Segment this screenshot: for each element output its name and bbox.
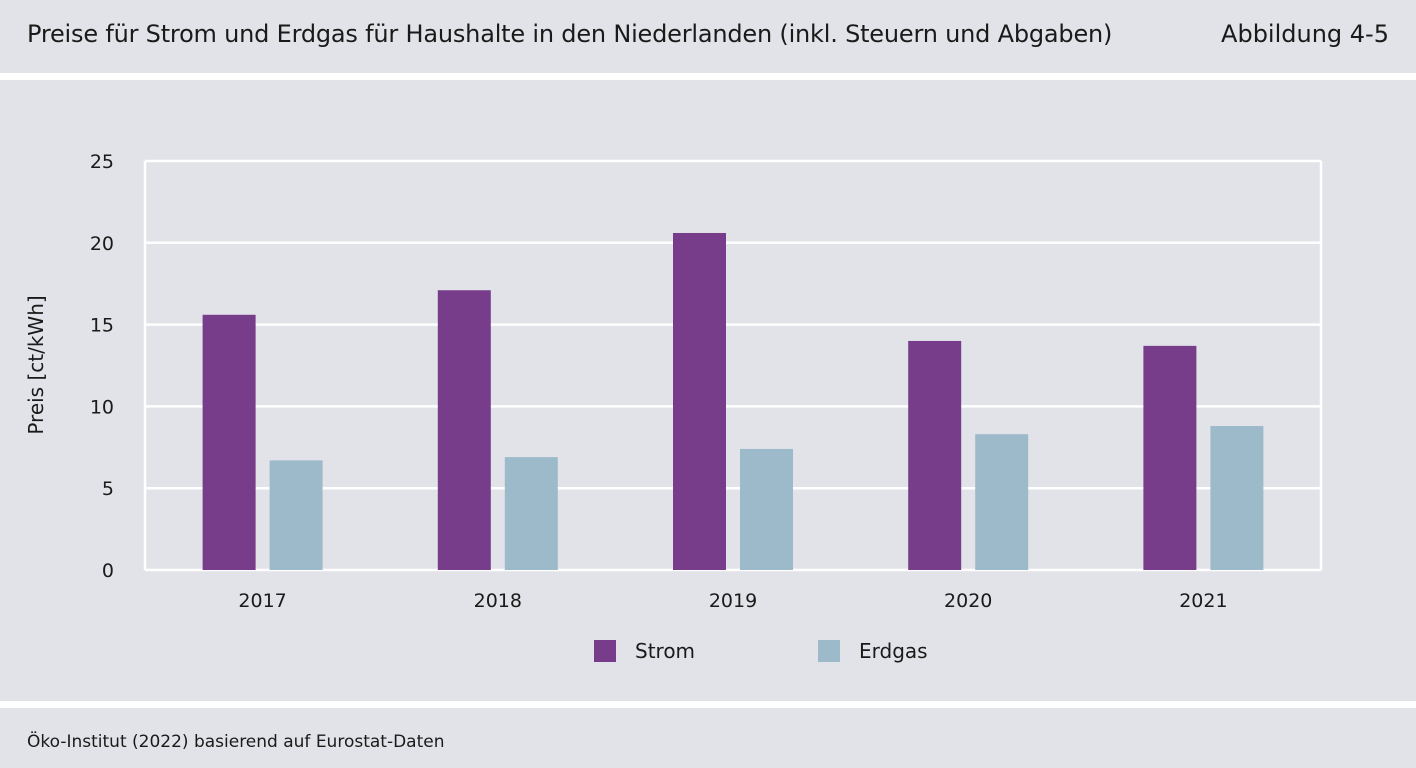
x-tick-label: 2017 bbox=[238, 590, 286, 612]
figure-number: Abbildung 4-5 bbox=[1221, 20, 1389, 48]
figure-header: Preise für Strom und Erdgas für Haushalt… bbox=[0, 0, 1416, 73]
y-tick-label: 5 bbox=[102, 478, 114, 500]
legend-swatch-erdgas bbox=[818, 640, 840, 662]
y-tick-label: 0 bbox=[102, 560, 114, 582]
legend-label-erdgas: Erdgas bbox=[859, 639, 928, 663]
figure-footer: Öko-Institut (2022) basierend auf Eurost… bbox=[0, 708, 1416, 768]
bar-erdgas-2017 bbox=[269, 460, 323, 570]
bar-strom-2019 bbox=[673, 232, 726, 570]
bar-erdgas-2018 bbox=[504, 457, 558, 570]
y-tick-label: 15 bbox=[90, 315, 114, 337]
x-tick-label: 2021 bbox=[1179, 590, 1227, 612]
bar-erdgas-2020 bbox=[975, 434, 1029, 570]
bar-erdgas-2021 bbox=[1210, 426, 1264, 570]
figure-title: Preise für Strom und Erdgas für Haushalt… bbox=[27, 20, 1113, 48]
y-tick-label: 25 bbox=[90, 151, 114, 173]
legend-label-strom: Strom bbox=[635, 639, 695, 663]
bar-strom-2017 bbox=[202, 314, 256, 570]
bar-strom-2018 bbox=[437, 290, 491, 570]
x-tick-label: 2019 bbox=[709, 590, 757, 612]
bar-strom-2020 bbox=[908, 340, 962, 570]
chart-panel: 0 5 10 15 20 25 2017 2018 2019 2020 2021 Preis [ct/… bbox=[0, 80, 1416, 701]
x-tick-label: 2018 bbox=[474, 590, 522, 612]
y-tick-label: 20 bbox=[90, 233, 114, 255]
y-axis-title: Preis [ct/kWh] bbox=[24, 295, 48, 434]
y-tick-label: 10 bbox=[90, 396, 114, 418]
bar-erdgas-2019 bbox=[740, 448, 793, 570]
x-tick-label: 2020 bbox=[944, 590, 992, 612]
bar-chart: 0 5 10 15 20 25 2017 2018 2019 2020 2021 Preis [ct/… bbox=[24, 151, 1323, 663]
legend-swatch-strom bbox=[594, 640, 616, 662]
source-note: Öko-Institut (2022) basierend auf Eurost… bbox=[27, 732, 445, 752]
bar-strom-2021 bbox=[1143, 345, 1197, 570]
